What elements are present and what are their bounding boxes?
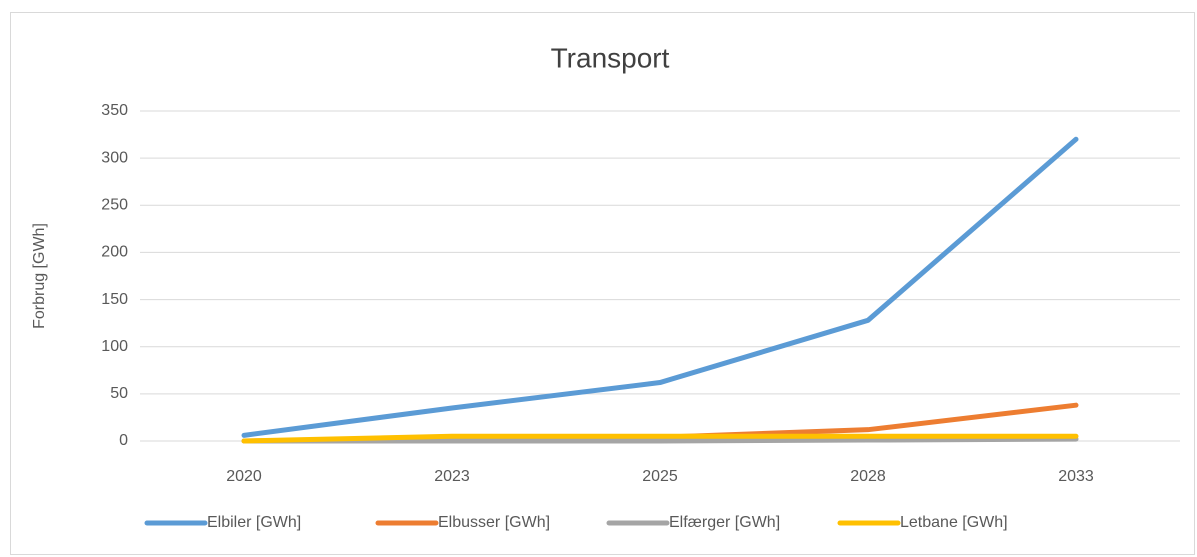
y-tick-label: 250 (101, 197, 128, 214)
chart-title: Transport (551, 42, 670, 73)
y-axis-title: Forbrug [GWh] (31, 223, 48, 329)
x-tick-label: 2025 (642, 468, 678, 485)
y-tick-label: 200 (101, 244, 128, 261)
series-line (241, 433, 1079, 444)
y-tick-label: 150 (101, 291, 128, 308)
x-tick-label: 2023 (434, 468, 470, 485)
x-tick-label: 2033 (1058, 468, 1094, 485)
y-tick-label: 50 (110, 385, 128, 402)
y-tick-label: 0 (119, 432, 128, 449)
x-tick-label: 2020 (226, 468, 262, 485)
y-tick-label: 350 (101, 102, 128, 119)
legend-label: Elbiler [GWh] (207, 514, 301, 531)
chart-border (10, 12, 1195, 555)
series-line (241, 136, 1079, 438)
x-tick-label: 2028 (850, 468, 886, 485)
series-line (241, 436, 1079, 444)
y-tick-label: 300 (101, 149, 128, 166)
legend-label: Elfærger [GWh] (669, 514, 780, 531)
y-tick-label: 100 (101, 338, 128, 355)
legend-label: Elbusser [GWh] (438, 514, 550, 531)
legend-label: Letbane [GWh] (900, 514, 1008, 531)
